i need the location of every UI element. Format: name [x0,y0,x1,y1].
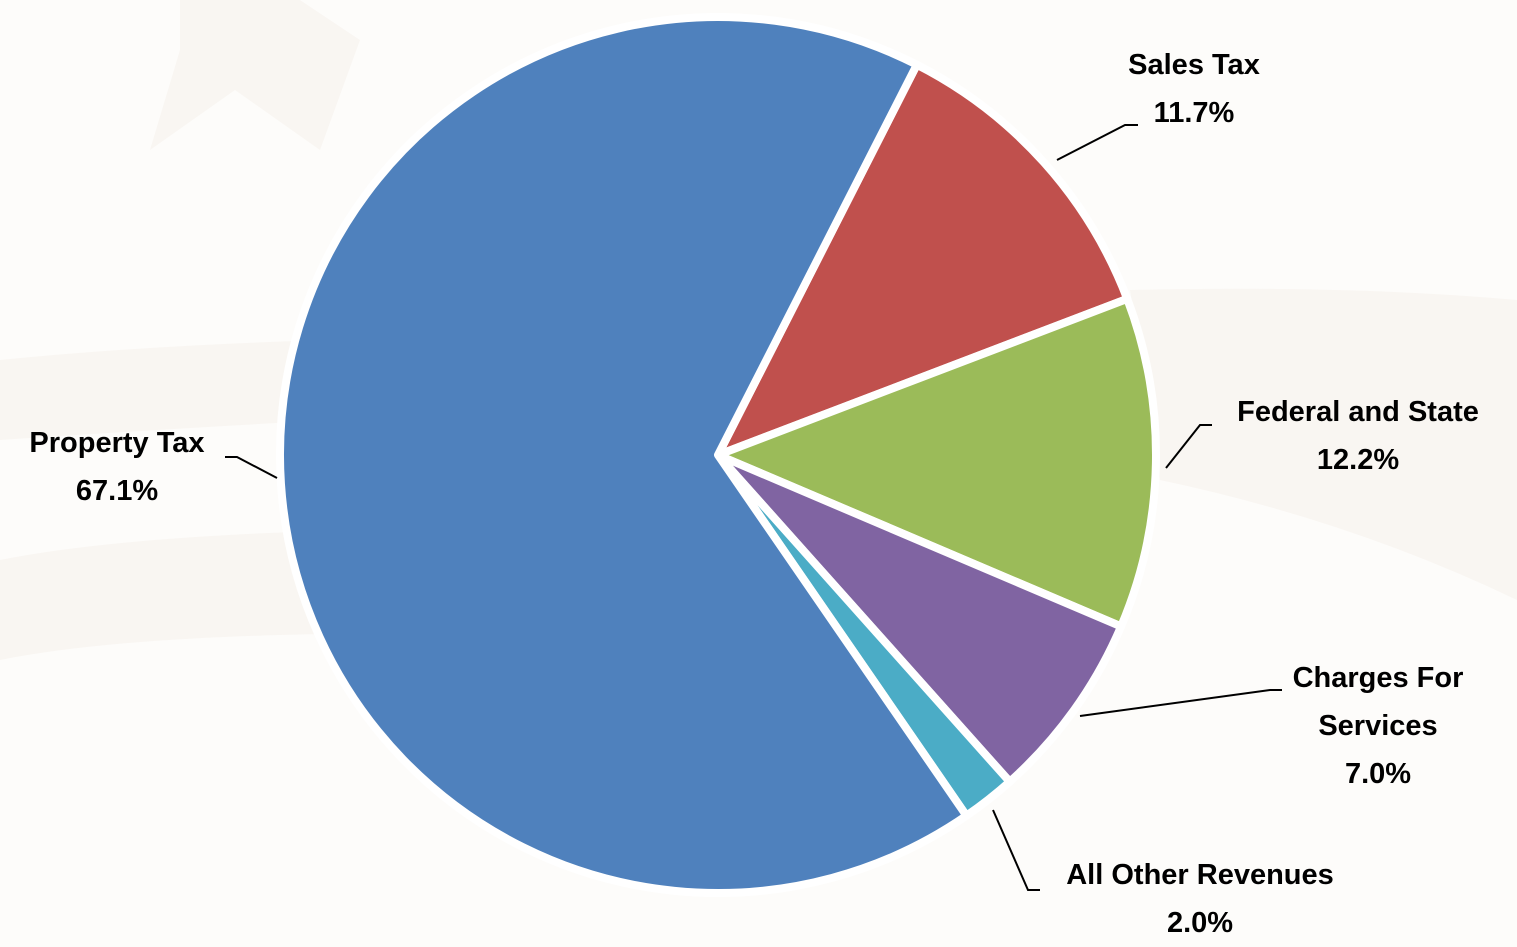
leader-line [992,809,1040,891]
value-label: 67.1% [75,475,159,507]
leader-line [1165,424,1212,469]
category-label: Property Tax [29,427,205,459]
leader-line [225,456,278,479]
value-label: 2.0% [1166,907,1234,939]
slice-label: Federal and State 12.2% [1198,388,1517,484]
slice-label: Charges For Services 7.0% [1273,654,1483,798]
leader-line [1056,124,1138,161]
category-label: Charges For Services [1292,662,1464,742]
background-stripe [1130,288,1517,600]
value-label: 11.7% [1153,97,1235,129]
pie-slice [714,60,1132,459]
pie-slice [276,13,971,897]
category-label: Federal and State [1237,396,1479,428]
value-label: 12.2% [1316,444,1400,476]
background-star [150,0,360,150]
pie-slice [714,451,1126,786]
category-label: Sales Tax [1128,49,1260,81]
pie-slice [714,294,1160,631]
slice-label: Sales Tax 11.7% [1034,41,1354,137]
leader-line [1079,689,1282,717]
slice-label: Property Tax 67.1% [0,419,237,515]
slice-label: All Other Revenues 2.0% [1030,851,1370,947]
category-label: All Other Revenues [1066,859,1334,891]
value-label: 7.0% [1344,758,1412,790]
